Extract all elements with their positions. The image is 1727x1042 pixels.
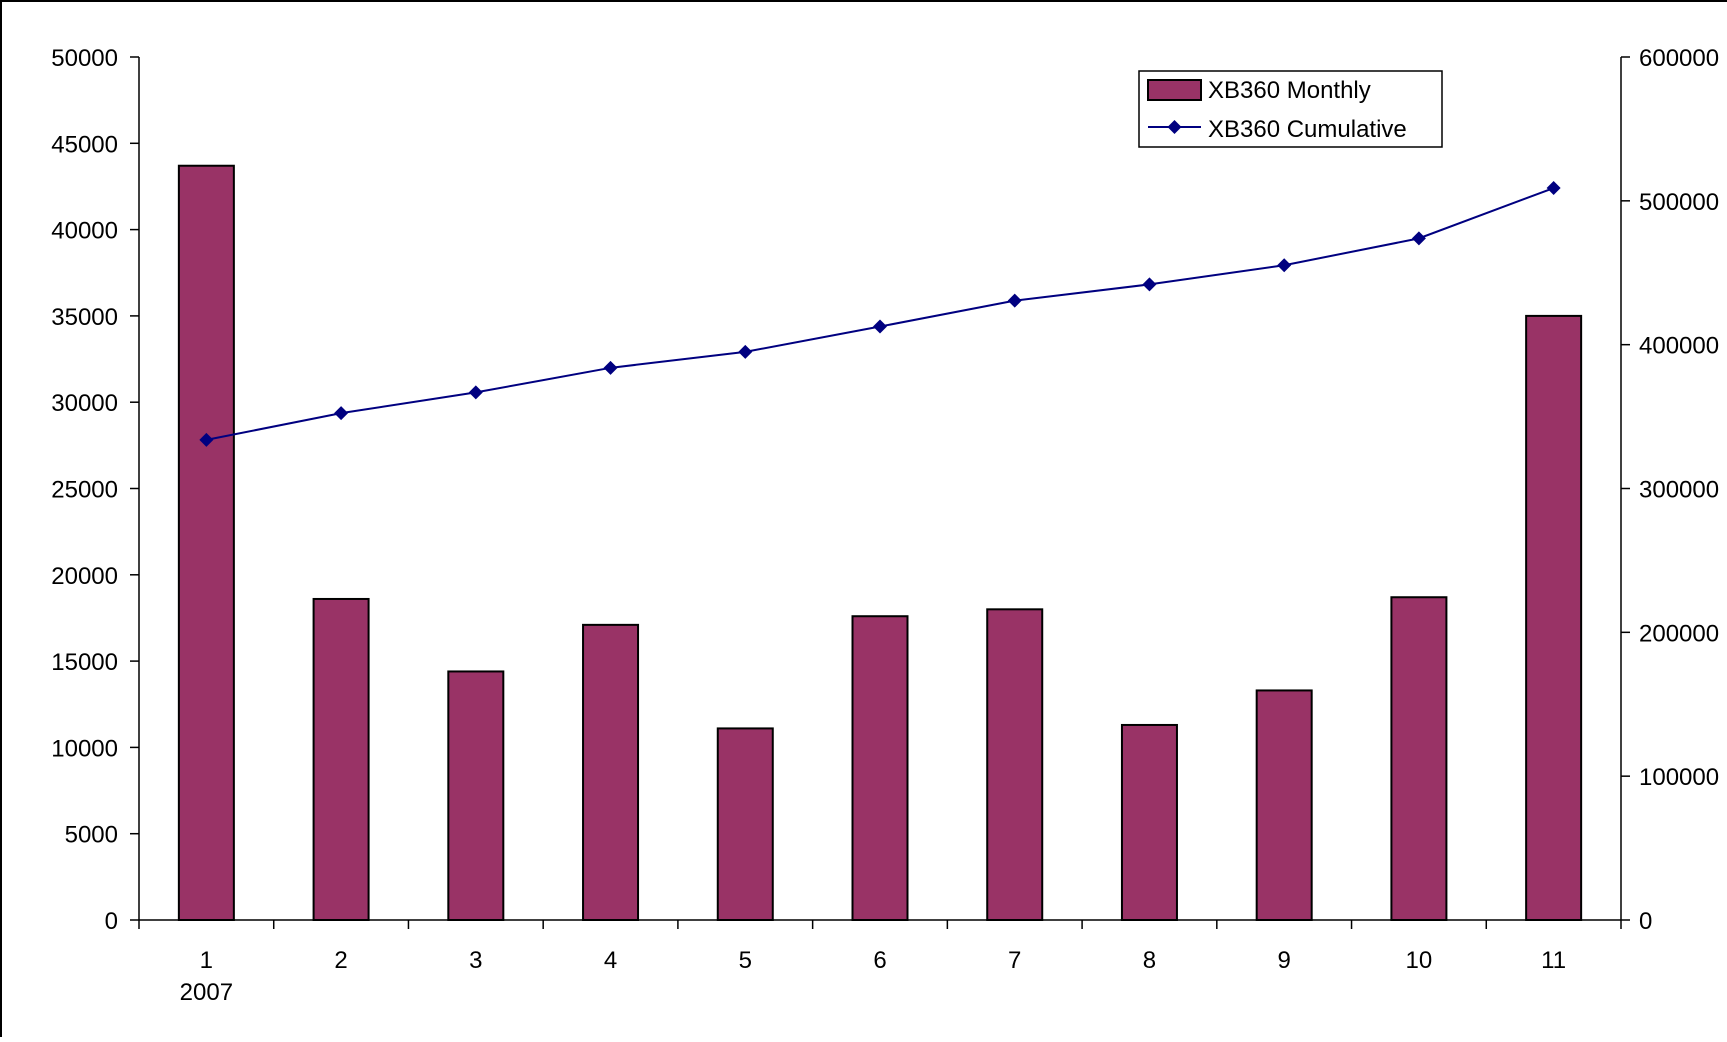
y-right-tick-label: 400000 xyxy=(1639,333,1719,360)
bar-monthly-4 xyxy=(582,623,640,921)
y-left-tick-label: 40000 xyxy=(51,218,118,245)
bar-monthly-11 xyxy=(1525,314,1583,921)
x-tick-label: 4 xyxy=(604,947,617,974)
legend-label-cumulative: XB360 Cumulative xyxy=(1208,116,1407,143)
y-left-tick-label: 10000 xyxy=(51,735,118,762)
y-left-tick-label: 45000 xyxy=(51,131,118,158)
legend-label-monthly: XB360 Monthly xyxy=(1208,77,1371,104)
point-cumulative-6 xyxy=(873,319,887,334)
bar-monthly-1 xyxy=(177,164,235,922)
bar-monthly-9 xyxy=(1255,689,1313,922)
line-layer xyxy=(199,181,1561,447)
point-cumulative-3 xyxy=(468,385,483,400)
point-cumulative-10 xyxy=(1411,231,1426,246)
point-cumulative-9 xyxy=(1277,258,1292,273)
point-cumulative-1 xyxy=(199,432,214,447)
point-cumulative-8 xyxy=(1142,277,1157,292)
point-cumulative-5 xyxy=(738,344,753,359)
point-cumulative-7 xyxy=(1007,293,1022,308)
legend-marker-cumulative xyxy=(1167,120,1182,134)
y-right-tick-label: 600000 xyxy=(1639,45,1719,72)
axes-layer: 0 5000 10000 15000 20000 25000 30000 35000 40000… xyxy=(51,45,1719,1006)
bar-monthly-2 xyxy=(312,597,370,921)
x-tick-label: 2 xyxy=(334,947,347,974)
x-tick-label: 11 xyxy=(1541,947,1566,974)
y-left-tick-label: 20000 xyxy=(51,563,118,590)
y-left-tick-label: 15000 xyxy=(51,649,118,676)
y-left-tick-label: 35000 xyxy=(51,304,118,331)
x-tick-label: 6 xyxy=(873,947,886,974)
x-tick-label: 9 xyxy=(1278,947,1291,974)
point-cumulative-2 xyxy=(334,406,349,421)
x-tick-label: 3 xyxy=(469,947,482,974)
y-left-tick-label: 0 xyxy=(105,908,118,935)
bar-monthly-10 xyxy=(1390,596,1448,921)
y-left-tick-label: 50000 xyxy=(51,45,118,72)
y-left-tick-label: 5000 xyxy=(65,822,118,849)
bars-layer xyxy=(177,164,1583,922)
y-right-tick-label: 300000 xyxy=(1639,477,1719,504)
legend: XB360 Monthly XB360 Cumulative xyxy=(1138,70,1443,148)
point-cumulative-11 xyxy=(1546,181,1561,196)
y-right-tick-label: 0 xyxy=(1639,908,1652,935)
y-right-tick-label: 200000 xyxy=(1639,620,1719,647)
bar-monthly-6 xyxy=(851,615,909,921)
x-tick-label: 1 xyxy=(200,947,213,974)
bar-monthly-7 xyxy=(986,608,1044,921)
legend-swatch-monthly xyxy=(1147,79,1202,101)
bar-monthly-3 xyxy=(447,670,505,921)
x-tick-label: 8 xyxy=(1143,947,1156,974)
y-right-tick-label: 100000 xyxy=(1639,764,1719,791)
bar-monthly-8 xyxy=(1120,723,1178,921)
x-tick-label: 10 xyxy=(1406,947,1433,974)
y-right-tick-label: 500000 xyxy=(1639,189,1719,216)
point-cumulative-4 xyxy=(603,360,618,375)
y-left-tick-label: 30000 xyxy=(51,390,118,417)
x-tick-sublabel: 2007 xyxy=(180,979,233,1006)
bar-monthly-5 xyxy=(716,727,774,921)
y-left-tick-label: 25000 xyxy=(51,477,118,504)
x-tick-label: 5 xyxy=(739,947,752,974)
x-tick-label: 7 xyxy=(1008,947,1021,974)
